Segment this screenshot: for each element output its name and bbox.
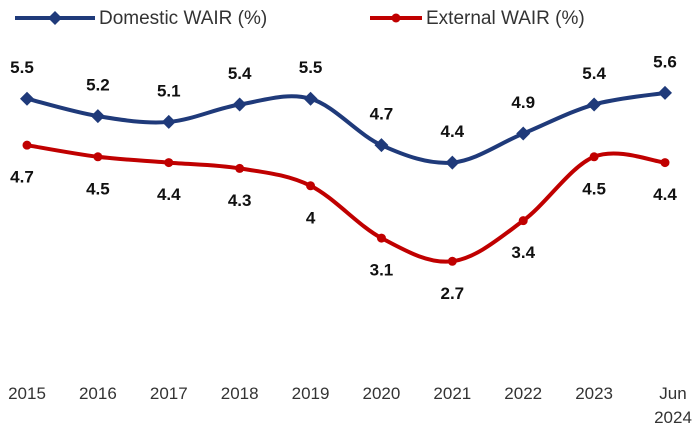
data-label: 4 <box>306 208 316 227</box>
point <box>232 97 247 112</box>
x-tick-label: 2019 <box>292 384 330 403</box>
data-label: 5.6 <box>653 52 677 71</box>
point <box>303 91 318 106</box>
x-tick-label-line: 2018 <box>221 384 259 403</box>
point <box>374 138 389 153</box>
data-label: 4.5 <box>86 179 110 198</box>
x-tick-label-line: 2020 <box>363 384 401 403</box>
data-label: 3.4 <box>511 243 535 262</box>
x-tick-label-line: 2023 <box>575 384 613 403</box>
legend-label: External WAIR (%) <box>426 8 585 29</box>
x-tick-label-line: 2024 <box>654 408 692 427</box>
data-label: 5.1 <box>157 81 181 100</box>
data-label: 2.7 <box>441 284 465 303</box>
legend-marker <box>391 13 401 23</box>
legend-label: Domestic WAIR (%) <box>99 8 267 29</box>
data-label: 4.4 <box>441 122 465 141</box>
x-tick-label-line: Jun <box>659 384 686 403</box>
legend-marker <box>48 11 62 25</box>
x-tick-label: 2023 <box>575 384 613 403</box>
data-label: 4.7 <box>370 105 394 124</box>
x-tick-label: 2016 <box>79 384 117 403</box>
x-tick-label: 2021 <box>433 384 471 403</box>
x-tick-label-line: 2022 <box>504 384 542 403</box>
point <box>447 256 457 266</box>
data-label: 4.9 <box>511 93 535 112</box>
data-label: 4.5 <box>582 179 606 198</box>
data-label: 5.5 <box>10 58 34 77</box>
point <box>161 114 176 129</box>
data-label: 5.4 <box>582 64 606 83</box>
x-tick-label: 2020 <box>363 384 401 403</box>
data-label: 4.7 <box>10 168 34 187</box>
point <box>660 158 670 168</box>
x-tick-label: 2015 <box>8 384 46 403</box>
point <box>306 181 316 191</box>
point <box>22 140 32 150</box>
x-tick-label-line: 2019 <box>292 384 330 403</box>
point <box>164 158 174 168</box>
point <box>445 155 460 170</box>
point <box>658 85 672 100</box>
point <box>235 163 245 173</box>
data-label: 4.4 <box>157 185 181 204</box>
data-label: 5.2 <box>86 76 110 95</box>
series-line <box>26 143 666 264</box>
x-tick-label-line: 2017 <box>150 384 188 403</box>
data-label: 5.5 <box>299 58 323 77</box>
x-tick-label-line: 2021 <box>433 384 471 403</box>
series-line <box>26 90 666 165</box>
data-label: 5.4 <box>228 64 252 83</box>
x-tick-label: 2022 <box>504 384 542 403</box>
point <box>93 152 103 162</box>
data-label: 3.1 <box>370 261 394 280</box>
x-tick-label-line: 2016 <box>79 384 117 403</box>
x-tick-label-line: 2015 <box>8 384 46 403</box>
x-tick-label: 2017 <box>150 384 188 403</box>
point <box>90 109 105 124</box>
point <box>587 97 602 112</box>
point <box>589 152 599 162</box>
x-tick-label: 2018 <box>221 384 259 403</box>
point <box>518 216 528 226</box>
point <box>20 91 34 106</box>
point <box>516 126 531 141</box>
data-label: 4.4 <box>653 185 677 204</box>
x-tick-label: Jun 2024 <box>654 384 692 427</box>
data-label: 4.3 <box>228 191 252 210</box>
point <box>376 233 386 243</box>
